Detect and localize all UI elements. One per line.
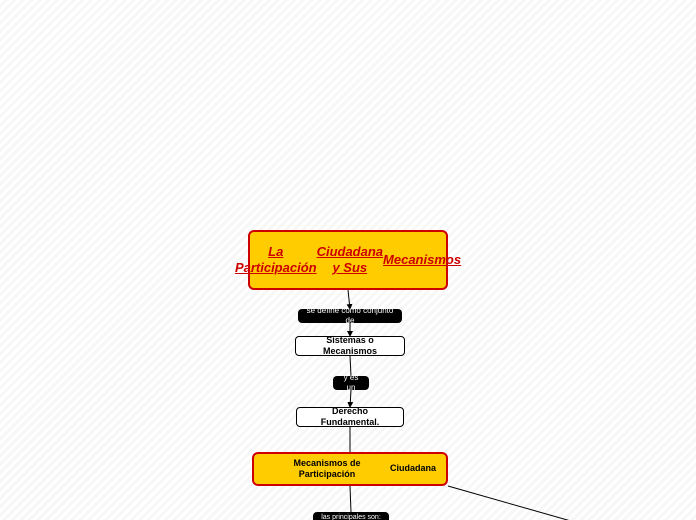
connector-define: se define como conjunto de [298, 309, 402, 323]
node-derecho: Derecho Fundamental. [296, 407, 404, 427]
title-node: La ParticipaciónCiudadana y SusMecanismo… [248, 230, 448, 290]
diagram-canvas: La ParticipaciónCiudadana y SusMecanismo… [0, 0, 696, 520]
node-mecanismos: Mecanismos de ParticipaciónCiudadana [252, 452, 448, 486]
connector-yesun: y es un [333, 376, 369, 390]
connector-principales: las principales son: [313, 512, 389, 520]
node-sistemas: Sistemas o Mecanismos [295, 336, 405, 356]
